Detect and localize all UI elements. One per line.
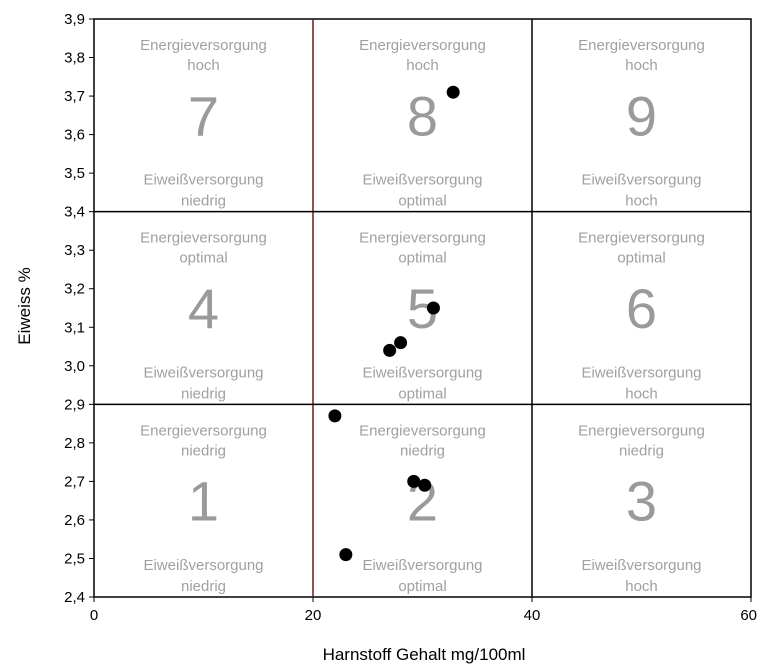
y-tick-label: 2,6 (64, 512, 85, 529)
zone-5: Energieversorgung optimal Eiweißversorgung… (359, 230, 486, 403)
y-tick-label: 2,9 (64, 396, 85, 413)
data-point (328, 409, 342, 423)
zone-number: 4 (188, 277, 219, 340)
zone-energy-label: Energieversorgung (140, 422, 267, 439)
data-point (394, 336, 408, 350)
y-tick-label: 3,6 (64, 127, 85, 144)
y-tick-label: 2,5 (64, 550, 85, 567)
zone-energy-level: optimal (617, 250, 665, 267)
y-tick-label: 3,4 (64, 204, 85, 221)
zone-8: Energieversorgung hoch Eiweißversorgung opt… (359, 37, 486, 210)
y-tick-label: 3,8 (64, 50, 85, 67)
zone-energy-level: hoch (187, 57, 220, 74)
x-tick-label: 60 (740, 607, 757, 624)
zone-protein-level: optimal (398, 193, 446, 210)
y-tick-label: 2,7 (64, 473, 85, 490)
x-tick-label: 20 (305, 607, 322, 624)
zone-protein-level: hoch (625, 578, 658, 595)
zone-2: Energieversorgung niedrig Eiweißversorgung… (359, 422, 486, 595)
y-tick-label: 3,2 (64, 281, 85, 298)
zone-number: 6 (626, 277, 657, 340)
axis-ticks: 2,4 2,5 2,6 2,7 2,8 2,9 3,0 3,1 3,2 3,3 3,4 3,5 3,6 3… (64, 11, 757, 624)
zone-6: Energieversorgung optimal Eiweißversorgung… (578, 230, 705, 403)
y-tick-label: 3,0 (64, 358, 85, 375)
y-axis-title: Eiweiss % (15, 267, 34, 344)
zone-protein-label: Eiweißversorgung (362, 172, 482, 189)
zone-energy-label: Energieversorgung (359, 37, 486, 54)
zone-number: 1 (188, 470, 219, 533)
zone-protein-level: niedrig (181, 385, 226, 402)
zone-protein-label: Eiweißversorgung (581, 172, 701, 189)
zone-protein-level: optimal (398, 385, 446, 402)
zone-protein-level: optimal (398, 578, 446, 595)
y-tick-label: 3,5 (64, 165, 85, 182)
zone-energy-label: Energieversorgung (359, 422, 486, 439)
zone-1: Energieversorgung niedrig Eiweißversorgung… (140, 422, 267, 595)
data-point (383, 343, 397, 357)
zone-energy-label: Energieversorgung (578, 422, 705, 439)
zone-protein-level: niedrig (181, 193, 226, 210)
y-tick-label: 3,9 (64, 11, 85, 28)
data-point (339, 548, 353, 562)
zone-protein-level: niedrig (181, 578, 226, 595)
plot-border (93, 18, 752, 598)
zone-number: 7 (188, 84, 219, 147)
zone-energy-level: hoch (406, 57, 439, 74)
zone-energy-label: Energieversorgung (359, 230, 486, 247)
zone-energy-label: Energieversorgung (140, 37, 267, 54)
y-tick-label: 2,8 (64, 435, 85, 452)
zone-9: Energieversorgung hoch Eiweißversorgung hoc… (578, 37, 705, 210)
zone-protein-label: Eiweißversorgung (143, 364, 263, 381)
zone-energy-level: niedrig (619, 442, 664, 459)
x-tick-label: 0 (90, 607, 98, 624)
zone-4: Energieversorgung optimal Eiweißversorgung… (140, 230, 267, 403)
data-point (418, 478, 432, 492)
zone-energy-label: Energieversorgung (140, 230, 267, 247)
zone-energy-level: optimal (179, 250, 227, 267)
zone-labels: Energieversorgung niedrig Eiweißversorgung… (140, 37, 705, 595)
zone-energy-label: Energieversorgung (578, 230, 705, 247)
zone-energy-level: hoch (625, 57, 658, 74)
x-tick-label: 40 (524, 607, 541, 624)
zone-3: Energieversorgung niedrig Eiweißversorgung… (578, 422, 705, 595)
zone-energy-level: niedrig (181, 442, 226, 459)
y-tick-label: 3,7 (64, 88, 85, 105)
x-axis-title: Harnstoff Gehalt mg/100ml (323, 645, 526, 664)
zone-protein-label: Eiweißversorgung (362, 557, 482, 574)
zone-number: 3 (626, 470, 657, 533)
data-points (328, 85, 460, 562)
y-tick-label: 2,4 (64, 589, 85, 606)
zone-protein-level: hoch (625, 193, 658, 210)
zone-energy-level: optimal (398, 250, 446, 267)
zone-protein-level: hoch (625, 385, 658, 402)
plot-frame (93, 18, 752, 598)
y-tick-label: 3,3 (64, 242, 85, 259)
zone-protein-label: Eiweißversorgung (143, 557, 263, 574)
zone-number: 9 (626, 84, 657, 147)
data-point (407, 474, 421, 488)
zone-energy-label: Energieversorgung (578, 37, 705, 54)
zone-protein-label: Eiweißversorgung (581, 364, 701, 381)
zone-number: 8 (407, 84, 438, 147)
zone-7: Energieversorgung hoch Eiweißversorgung nie… (140, 37, 267, 210)
data-point (446, 85, 460, 99)
zone-protein-label: Eiweißversorgung (362, 364, 482, 381)
data-point (426, 301, 440, 315)
y-tick-label: 3,1 (64, 319, 85, 336)
zone-protein-label: Eiweißversorgung (581, 557, 701, 574)
zone-protein-label: Eiweißversorgung (143, 172, 263, 189)
zone-energy-level: niedrig (400, 442, 445, 459)
